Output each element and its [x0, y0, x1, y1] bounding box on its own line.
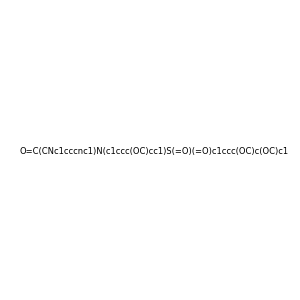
Text: O=C(CNc1cccnc1)N(c1ccc(OC)cc1)S(=O)(=O)c1ccc(OC)c(OC)c1: O=C(CNc1cccnc1)N(c1ccc(OC)cc1)S(=O)(=O)c…: [19, 147, 288, 156]
